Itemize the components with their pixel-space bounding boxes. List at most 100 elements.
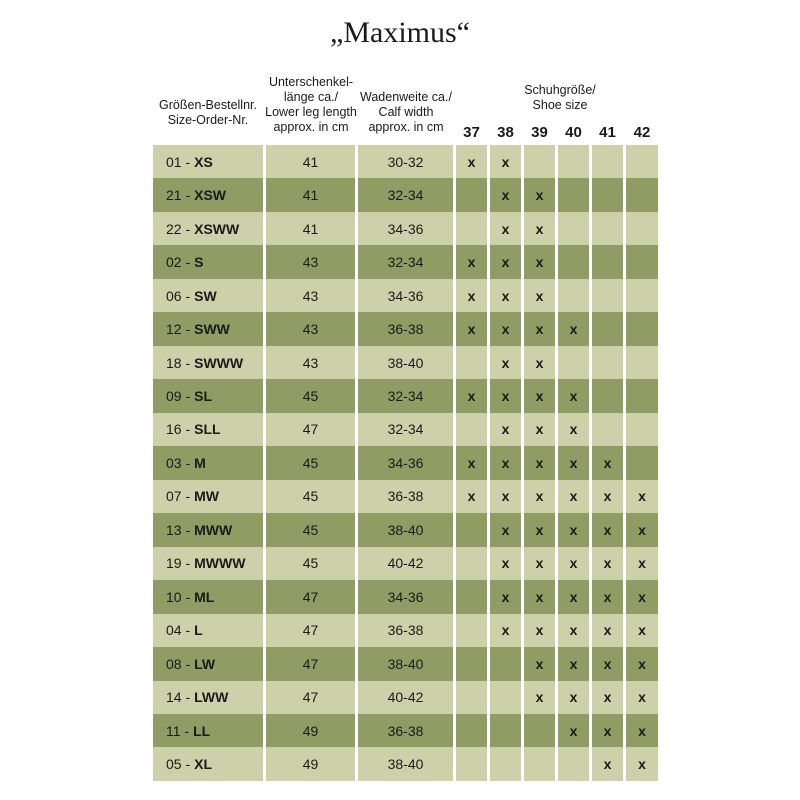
shoe-mark: x [569,555,578,572]
leg-cell: 43 [266,245,355,279]
shoe-cell: x [524,446,555,480]
order-code: 11 - [166,722,190,739]
shoe-cell: x [626,613,658,648]
leg-cell: 47 [266,680,355,714]
shoe-mark: x [638,555,646,572]
shoe-cell [456,211,487,246]
shoe-mark: x [638,521,646,538]
calf-header-line: Wadenweite ca./ [360,90,452,104]
shoe-cell: x [524,178,555,212]
shoe-mark: x [603,689,612,706]
leg-length: 47 [302,622,319,639]
shoe-cell: x [626,479,658,514]
leg-length: 43 [302,354,319,371]
shoe-cell: x [524,647,555,681]
size-name: LWW [194,689,229,706]
order-code: 03 - [166,454,191,471]
leg-length: 45 [302,388,319,405]
shoe-cell: x [490,580,521,614]
leg-cell: 45 [266,479,355,514]
calf-cell: 36-38 [358,479,453,514]
shoe-cell [490,713,521,748]
shoe-mark: x [603,622,612,639]
shoe-size: 39 [531,124,548,141]
shoe-cell: x [626,513,658,547]
leg-length: 41 [302,220,319,237]
calf-width: 34-36 [387,220,424,237]
size-name: ML [194,588,215,605]
size-name: XSWW [194,220,240,237]
shoe-mark: x [535,555,544,572]
shoe-cell [456,713,487,748]
shoe-cell [626,379,658,413]
calf-width: 38-40 [387,354,424,371]
calf-cell: 32-34 [358,178,453,212]
shoe-mark: x [569,388,578,405]
order-cell: 10 - ML [153,580,263,614]
calf-width: 32-34 [387,254,424,271]
calf-width: 32-34 [387,421,424,438]
shoe-cell: x [626,713,658,748]
shoe-mark: x [638,722,646,739]
leg-length: 45 [302,555,319,572]
size-name: SL [194,388,213,405]
order-cell: 07 - MW [153,479,263,514]
order-code: 08 - [166,655,191,672]
order-cell: 04 -L [153,613,263,648]
calf-cell: 40-42 [358,546,453,581]
size-name: XS [194,153,213,170]
shoe-mark: x [569,622,578,639]
shoe-cell [524,747,555,781]
leg-cell: 41 [266,211,355,246]
calf-cell: 34-36 [358,580,453,614]
shoe-cell: x [592,479,623,514]
shoe-cell: x [558,312,589,346]
leg-length: 47 [302,588,319,605]
shoe-mark: x [467,454,476,471]
shoe-mark: x [501,254,510,271]
order-header-line: Größen-Bestellnr. [159,98,257,112]
shoe-cell: x [558,446,589,480]
shoe-cell [524,145,555,179]
shoe-cell: x [592,446,623,480]
leg-length: 45 [302,454,319,471]
shoe-mark: x [638,689,646,706]
shoe-cell [456,412,487,447]
order-code: 07 - [166,488,191,505]
shoe-mark: x [535,655,544,672]
order-code: 06 - [166,287,191,304]
shoe-mark: x [603,722,612,739]
order-cell: 11 - LL [153,713,263,748]
order-cell: 14 - LWW [153,680,263,714]
shoe-cell: x [558,713,589,748]
leg-length: 43 [302,321,319,338]
size-name: MW [194,488,220,505]
shoe-cell: x [524,211,555,246]
leg-length: 41 [302,153,319,170]
shoe-cell [558,747,589,781]
leg-header-line: Lower leg length [265,105,357,119]
leg-cell: 47 [266,613,355,648]
leg-cell: 41 [266,145,355,179]
shoe-mark: x [467,254,476,271]
shoe-mark: x [535,287,544,304]
shoe-cell [626,245,658,279]
shoe-mark: x [535,220,544,237]
shoe-cell: x [558,379,589,413]
calf-cell: 36-38 [358,613,453,648]
shoe-cell [490,647,521,681]
shoe-mark: x [467,287,476,304]
shoe-cell [626,412,658,447]
shoe-mark: x [501,622,510,639]
shoe-mark: x [569,655,578,672]
order-code: 21 - [166,187,191,204]
calf-cell: 36-38 [358,312,453,346]
size-name: LW [194,655,216,672]
shoe-mark: x [638,488,646,505]
shoe-cell: x [456,312,487,346]
title: „Maximus“ [330,16,470,49]
leg-cell: 43 [266,278,355,313]
shoe-cell: x [490,446,521,480]
shoe-size: 37 [463,124,480,141]
leg-length: 49 [302,756,319,773]
